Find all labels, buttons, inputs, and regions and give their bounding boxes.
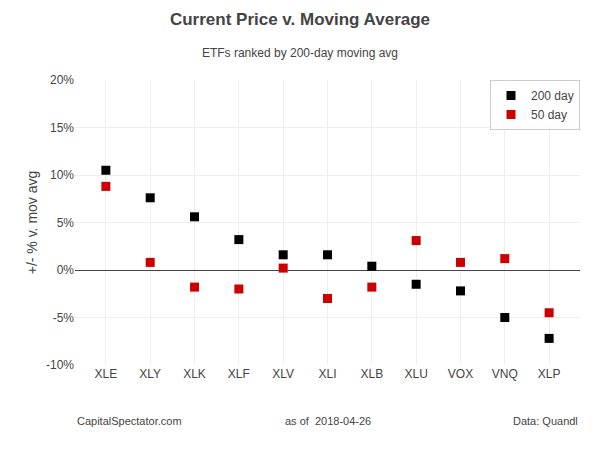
- svg-text:Current Price v. Moving Averag: Current Price v. Moving Average: [170, 10, 430, 29]
- svg-text:50 day: 50 day: [531, 108, 567, 122]
- svg-text:XLE: XLE: [95, 367, 118, 381]
- svg-text:XLY: XLY: [139, 367, 161, 381]
- svg-text:XLV: XLV: [272, 367, 294, 381]
- svg-text:XLU: XLU: [404, 367, 427, 381]
- svg-text:ETFs ranked by 200-day moving: ETFs ranked by 200-day moving avg: [202, 46, 398, 60]
- svg-text:XLI: XLI: [318, 367, 336, 381]
- svg-text:XLF: XLF: [228, 367, 250, 381]
- svg-text:5%: 5%: [57, 216, 75, 230]
- svg-text:+/- % v. mov avg: +/- % v. mov avg: [24, 171, 40, 275]
- svg-text:Data: Quandl: Data: Quandl: [513, 415, 578, 427]
- svg-text:VOX: VOX: [448, 367, 473, 381]
- svg-text:as of 2018-04-26: as of 2018-04-26: [285, 415, 371, 427]
- svg-text:15%: 15%: [50, 121, 74, 135]
- svg-text:XLP: XLP: [538, 367, 561, 381]
- svg-text:XLB: XLB: [360, 367, 383, 381]
- svg-text:20%: 20%: [50, 73, 74, 87]
- svg-text:CapitalSpectator.com: CapitalSpectator.com: [77, 415, 182, 427]
- svg-text:-10%: -10%: [46, 358, 74, 372]
- svg-text:XLK: XLK: [183, 367, 206, 381]
- svg-text:-5%: -5%: [53, 311, 75, 325]
- svg-text:200 day: 200 day: [531, 89, 574, 103]
- svg-text:0%: 0%: [57, 263, 75, 277]
- svg-text:VNQ: VNQ: [492, 367, 518, 381]
- svg-text:10%: 10%: [50, 168, 74, 182]
